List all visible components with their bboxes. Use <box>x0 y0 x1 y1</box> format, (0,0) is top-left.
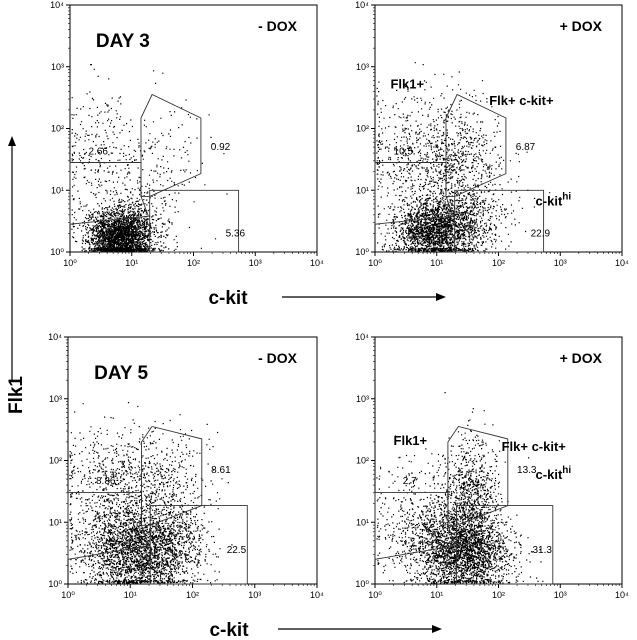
x-tick-label: 10¹ <box>124 590 137 600</box>
y-tick-label: 10³ <box>49 394 62 404</box>
x-tick-label: 10¹ <box>430 258 443 268</box>
y-axis-arrowhead <box>8 136 16 146</box>
y-tick-label: 10⁴ <box>50 0 64 10</box>
x-tick-label: 10⁰ <box>368 590 382 600</box>
y-tick-label: 10² <box>51 124 64 134</box>
x-axis-arrowhead-bottom <box>432 625 442 633</box>
scatter-points <box>69 402 233 584</box>
gate-name: Flk1+ <box>390 76 424 91</box>
gate-percent: 2.66 <box>89 146 109 157</box>
x-tick-label: 10² <box>492 258 505 268</box>
y-tick-label: 10³ <box>356 62 369 72</box>
gate-name: c-kithi <box>536 465 572 482</box>
y-tick-label: 10¹ <box>356 517 369 527</box>
gate-ckit-high <box>149 189 240 253</box>
gate-percent: 31.3 <box>532 545 552 556</box>
y-tick-label: 10⁰ <box>50 247 64 257</box>
x-tick-label: 10⁴ <box>615 590 629 600</box>
x-tick-label: 10² <box>186 590 199 600</box>
x-tick-label: 10² <box>187 258 200 268</box>
y-tick-label: 10³ <box>51 62 64 72</box>
x-tick-label: 10⁰ <box>61 590 75 600</box>
x-axis-arrowhead-top <box>436 293 446 301</box>
event-dots-day5-plus-dox <box>376 392 544 584</box>
panel-title: DAY 5 <box>94 363 148 384</box>
x-tick-label: 10¹ <box>430 590 443 600</box>
plot-frame <box>374 4 623 253</box>
x-axis-title-bottom: c-kit <box>209 620 249 640</box>
y-tick-label: 10⁰ <box>355 579 369 589</box>
gate-ckit-high <box>454 189 545 253</box>
y-tick-label: 10⁴ <box>355 332 369 342</box>
gate-ckit-high <box>456 505 554 585</box>
x-tick-label: 10⁴ <box>310 590 324 600</box>
y-tick-label: 10¹ <box>51 185 64 195</box>
gate-percent: 2.7 <box>403 476 417 487</box>
y-tick-label: 10¹ <box>356 185 369 195</box>
gate-percent: 8.61 <box>211 465 231 476</box>
panel-condition: + DOX <box>560 18 603 34</box>
x-tick-label: 10² <box>492 590 505 600</box>
gate-percent: 22.9 <box>531 229 551 240</box>
event-dots-day3-plus-dox <box>376 62 551 252</box>
gate-percent: 22.5 <box>227 545 247 556</box>
x-tick-label: 10¹ <box>125 258 138 268</box>
gate-name-superscript: hi <box>562 192 571 203</box>
panel-condition: - DOX <box>258 350 298 366</box>
y-tick-label: 10⁴ <box>355 0 369 10</box>
y-tick-label: 10⁰ <box>48 579 62 589</box>
gate-percent: 13.3 <box>517 465 537 476</box>
event-dots-day3-minus-dox <box>71 64 228 252</box>
x-tick-label: 10⁴ <box>310 258 324 268</box>
scatter-points <box>71 64 228 252</box>
x-tick-label: 10⁰ <box>63 258 77 268</box>
panel-title: DAY 3 <box>96 31 150 52</box>
y-axis-title: Flk1 <box>6 376 27 414</box>
gate-flk-ckit-positive <box>140 93 202 197</box>
gate-percent: 5.36 <box>226 229 246 240</box>
event-dots-day5-minus-dox <box>69 402 233 584</box>
y-tick-label: 10¹ <box>49 517 62 527</box>
x-tick-label: 10³ <box>248 590 261 600</box>
x-tick-label: 10⁴ <box>615 258 629 268</box>
gate-percent: 8.86 <box>96 476 116 487</box>
x-axis-title-top: c-kit <box>208 288 248 309</box>
gate-percent: 10.5 <box>394 146 414 157</box>
gate-name: Flk+ c-kit+ <box>502 439 567 454</box>
x-tick-label: 10⁰ <box>368 258 382 268</box>
scatter-points <box>376 392 544 584</box>
x-tick-label: 10³ <box>249 258 262 268</box>
y-tick-label: 10² <box>356 124 369 134</box>
gate-name: Flk+ c-kit+ <box>489 93 554 108</box>
gate-percent: 6.87 <box>516 142 536 153</box>
gate-ckit-high <box>149 505 248 585</box>
gate-name: c-kithi <box>536 192 572 209</box>
x-tick-label: 10³ <box>554 590 567 600</box>
gate-name: Flk1+ <box>394 433 428 448</box>
y-tick-label: 10³ <box>356 394 369 404</box>
gate-percent: 0.92 <box>211 142 231 153</box>
gate-name-superscript: hi <box>562 465 571 476</box>
x-tick-label: 10³ <box>554 258 567 268</box>
panel-condition: + DOX <box>560 350 603 366</box>
scatter-points <box>376 62 551 252</box>
y-tick-label: 10⁰ <box>355 247 369 257</box>
y-tick-label: 10² <box>356 456 369 466</box>
panel-condition: - DOX <box>258 18 298 34</box>
y-tick-label: 10⁴ <box>48 332 62 342</box>
y-tick-label: 10² <box>49 456 62 466</box>
